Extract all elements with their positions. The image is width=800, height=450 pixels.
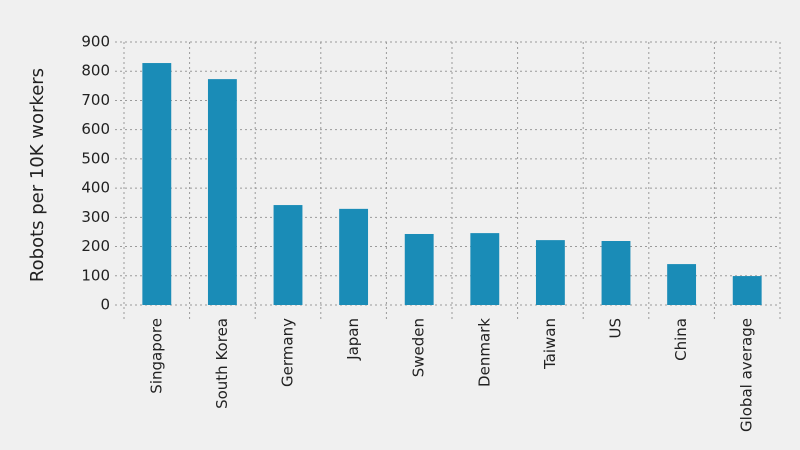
y-tick-label: 600 — [81, 120, 110, 138]
y-tick-label: 900 — [81, 33, 110, 51]
x-tick-label: US — [607, 318, 625, 339]
x-tick-label: Germany — [279, 318, 297, 387]
bar — [667, 264, 697, 305]
x-tick-label: Denmark — [475, 318, 493, 387]
bar — [273, 205, 303, 305]
x-tick-label: Singapore — [147, 318, 165, 394]
y-tick-label: 300 — [81, 208, 110, 226]
bar — [535, 240, 565, 305]
x-tick-label: Global average — [738, 318, 756, 432]
bar — [601, 241, 631, 305]
y-tick-label: 800 — [81, 62, 110, 80]
x-tick-label: Taiwan — [541, 318, 559, 370]
bar — [732, 276, 762, 305]
y-tick-label: 400 — [81, 179, 110, 197]
bar — [470, 233, 500, 305]
x-tick-label: China — [672, 318, 690, 361]
bar — [404, 233, 434, 305]
x-tick-label: Sweden — [410, 318, 428, 377]
y-tick-label: 100 — [81, 266, 110, 284]
x-tick-label: South Korea — [213, 318, 231, 409]
bar — [142, 63, 172, 305]
bar — [339, 208, 369, 305]
bar — [207, 79, 237, 306]
y-tick-label: 700 — [81, 91, 110, 109]
y-axis-label: Robots per 10K workers — [27, 68, 48, 282]
x-tick-label: Japan — [344, 318, 362, 361]
y-tick-label: 200 — [81, 237, 110, 255]
y-tick-label: 500 — [81, 149, 110, 167]
y-tick-label: 0 — [100, 296, 110, 314]
